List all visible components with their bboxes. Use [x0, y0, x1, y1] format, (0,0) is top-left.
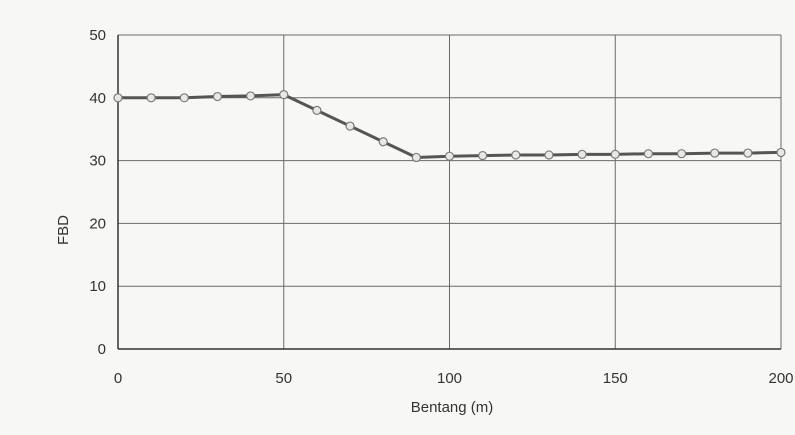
data-point	[544, 150, 554, 160]
x-tick-label: 0	[114, 370, 122, 387]
x-tick-label: 200	[768, 370, 793, 387]
y-tick-label: 40	[89, 90, 106, 107]
data-point	[776, 147, 786, 158]
data-point	[511, 150, 521, 160]
data-point	[577, 149, 587, 159]
data-point	[710, 148, 720, 158]
y-axis-title: FBD	[55, 215, 72, 245]
data-point	[411, 152, 421, 163]
data-point	[246, 91, 256, 101]
x-axis-title: Bentang (m)	[411, 399, 494, 416]
y-tick-label: 30	[89, 153, 106, 170]
tick-labels: 0 10 20 30 40 50 0 50 100 150 200	[89, 27, 793, 387]
data-point	[478, 150, 488, 161]
data-point	[378, 137, 388, 147]
grid	[117, 34, 782, 350]
data-point	[212, 91, 223, 102]
data-point	[743, 148, 753, 158]
y-tick-label: 0	[98, 341, 106, 358]
y-tick-label: 50	[89, 27, 106, 44]
data-point	[146, 93, 156, 103]
data-point	[610, 149, 620, 159]
data-point	[113, 93, 123, 103]
axes	[117, 35, 781, 350]
data-point	[279, 90, 289, 100]
series	[113, 90, 786, 163]
data-point	[345, 121, 355, 131]
x-tick-label: 150	[603, 370, 628, 387]
y-tick-label: 10	[89, 278, 106, 295]
data-point	[643, 149, 654, 159]
y-tick-label: 20	[89, 215, 106, 232]
data-point	[444, 151, 455, 161]
data-point	[179, 93, 189, 103]
x-tick-label: 50	[275, 370, 292, 387]
data-point	[312, 105, 322, 115]
x-tick-label: 100	[437, 370, 462, 387]
data-point	[676, 149, 687, 159]
